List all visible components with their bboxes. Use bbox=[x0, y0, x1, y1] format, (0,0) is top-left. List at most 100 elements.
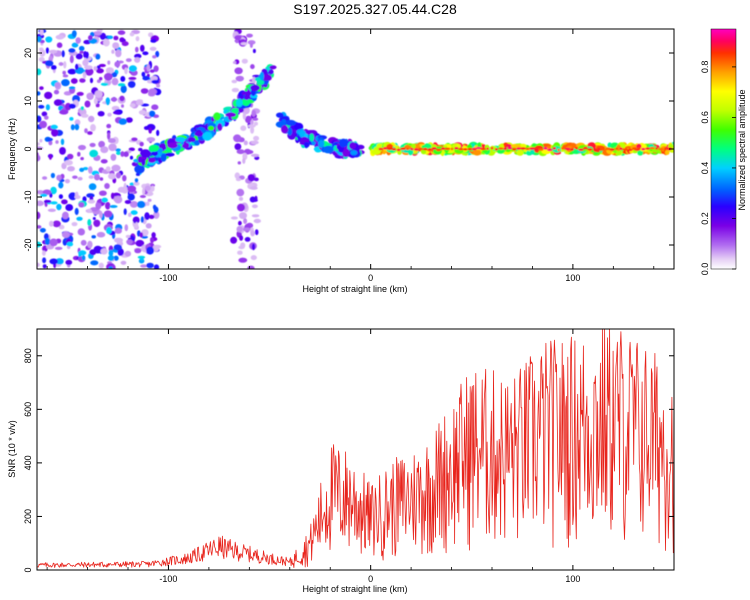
noise-scatter-blob bbox=[87, 131, 93, 135]
noise-scatter-blob bbox=[78, 202, 85, 208]
converging-branch-blob bbox=[349, 142, 357, 150]
noise-scatter-blob bbox=[138, 110, 147, 115]
noise-scatter-blob bbox=[92, 217, 96, 220]
noise-strip-blob bbox=[237, 203, 245, 212]
steady-line-core bbox=[570, 148, 574, 151]
rising-branch-blob bbox=[194, 139, 200, 146]
noise-scatter-blob bbox=[86, 208, 92, 213]
steady-line-core bbox=[575, 146, 578, 150]
noise-scatter-blob bbox=[88, 175, 94, 179]
noise-strip-blob bbox=[238, 220, 242, 226]
noise-scatter-blob bbox=[148, 32, 154, 38]
noise-scatter-blob bbox=[88, 115, 95, 123]
steady-line-core bbox=[552, 147, 557, 150]
noise-scatter-blob bbox=[135, 172, 141, 176]
noise-scatter-blob bbox=[151, 79, 160, 84]
noise-scatter-blob bbox=[48, 49, 58, 54]
noise-strip-blob bbox=[251, 243, 256, 251]
noise-strip-blob bbox=[234, 143, 242, 151]
noise-strip-blob bbox=[243, 218, 248, 225]
noise-scatter-blob bbox=[110, 153, 117, 161]
noise-scatter-blob bbox=[59, 109, 69, 115]
noise-strip-blob bbox=[252, 117, 259, 121]
noise-scatter-blob bbox=[103, 210, 113, 218]
noise-scatter-blob bbox=[61, 199, 68, 205]
noise-scatter-blob bbox=[121, 104, 124, 108]
steady-line-blob bbox=[370, 149, 381, 155]
spectrogram-y-tick-label: -10 bbox=[23, 190, 33, 203]
noise-strip-blob bbox=[240, 125, 247, 131]
noise-scatter-blob bbox=[108, 266, 113, 269]
noise-scatter-blob bbox=[94, 173, 100, 181]
noise-strip-blob bbox=[233, 134, 242, 143]
noise-scatter-blob bbox=[53, 99, 63, 106]
steady-line-core bbox=[564, 147, 571, 151]
noise-scatter-blob bbox=[49, 220, 54, 227]
noise-scatter-blob bbox=[133, 181, 140, 186]
converging-branch-blob bbox=[305, 130, 317, 135]
steady-line-core bbox=[583, 146, 588, 150]
noise-scatter-blob bbox=[117, 248, 124, 256]
noise-strip-blob bbox=[253, 218, 261, 224]
steady-line-core bbox=[400, 147, 406, 150]
noise-scatter-blob bbox=[59, 147, 66, 155]
converging-branch-blob bbox=[276, 112, 284, 118]
steady-line-blob bbox=[530, 149, 535, 155]
noise-scatter-blob bbox=[135, 100, 144, 106]
noise-strip-blob bbox=[232, 61, 237, 64]
noise-scatter-blob bbox=[100, 159, 108, 164]
steady-line-core bbox=[658, 147, 664, 151]
noise-scatter-blob bbox=[122, 175, 127, 182]
noise-scatter-blob bbox=[46, 137, 53, 142]
noise-scatter-blob bbox=[151, 232, 156, 238]
steady-line-core bbox=[578, 148, 584, 151]
steady-line-core bbox=[440, 147, 446, 150]
noise-scatter-blob bbox=[152, 55, 157, 59]
noise-scatter-blob bbox=[142, 75, 150, 81]
noise-strip-blob bbox=[235, 75, 244, 82]
noise-scatter-blob bbox=[77, 228, 86, 236]
converging-branch-blob bbox=[281, 125, 289, 134]
figure-title: S197.2025.327.05.44.C28 bbox=[293, 1, 457, 17]
noise-scatter-blob bbox=[134, 178, 139, 183]
noise-scatter-blob bbox=[151, 104, 159, 110]
noise-scatter-blob bbox=[48, 153, 53, 160]
steady-line-core bbox=[587, 148, 593, 151]
noise-scatter-blob bbox=[42, 264, 47, 269]
noise-scatter-blob bbox=[80, 106, 85, 111]
noise-scatter-blob bbox=[155, 50, 160, 58]
noise-scatter-blob bbox=[42, 189, 52, 195]
steady-line-core bbox=[655, 147, 658, 150]
noise-scatter-blob bbox=[114, 61, 121, 68]
snr-y-tick-label: 400 bbox=[23, 455, 33, 470]
noise-scatter-blob bbox=[93, 97, 98, 105]
steady-line-core bbox=[480, 147, 486, 151]
noise-scatter-blob bbox=[39, 138, 43, 143]
noise-scatter-blob bbox=[108, 249, 114, 257]
steady-line-core bbox=[406, 147, 409, 151]
rising-branch-blob bbox=[194, 131, 204, 137]
noise-scatter-blob bbox=[80, 239, 87, 246]
spectrogram-x-tick-label: -100 bbox=[159, 273, 177, 283]
noise-strip-blob bbox=[239, 212, 247, 220]
colorbar-tick-label: 0.0 bbox=[700, 263, 710, 276]
noise-scatter-blob bbox=[140, 88, 149, 94]
noise-scatter-blob bbox=[144, 212, 150, 221]
noise-scatter-blob bbox=[96, 79, 101, 83]
noise-scatter-blob bbox=[47, 208, 57, 212]
noise-strip-blob bbox=[254, 177, 259, 182]
steady-line-core bbox=[392, 147, 397, 151]
noise-strip-blob bbox=[250, 119, 254, 125]
noise-scatter-blob bbox=[44, 237, 51, 246]
steady-line-blob bbox=[473, 149, 482, 156]
noise-scatter-blob bbox=[142, 187, 146, 196]
noise-scatter-blob bbox=[107, 255, 115, 261]
noise-scatter-blob bbox=[125, 234, 131, 239]
noise-scatter-blob bbox=[152, 204, 157, 210]
noise-scatter-blob bbox=[100, 146, 109, 154]
spectrogram-x-label: Height of straight line (km) bbox=[302, 284, 407, 294]
noise-strip-blob bbox=[250, 140, 259, 145]
noise-scatter-blob bbox=[114, 195, 123, 204]
noise-scatter-blob bbox=[68, 86, 76, 90]
